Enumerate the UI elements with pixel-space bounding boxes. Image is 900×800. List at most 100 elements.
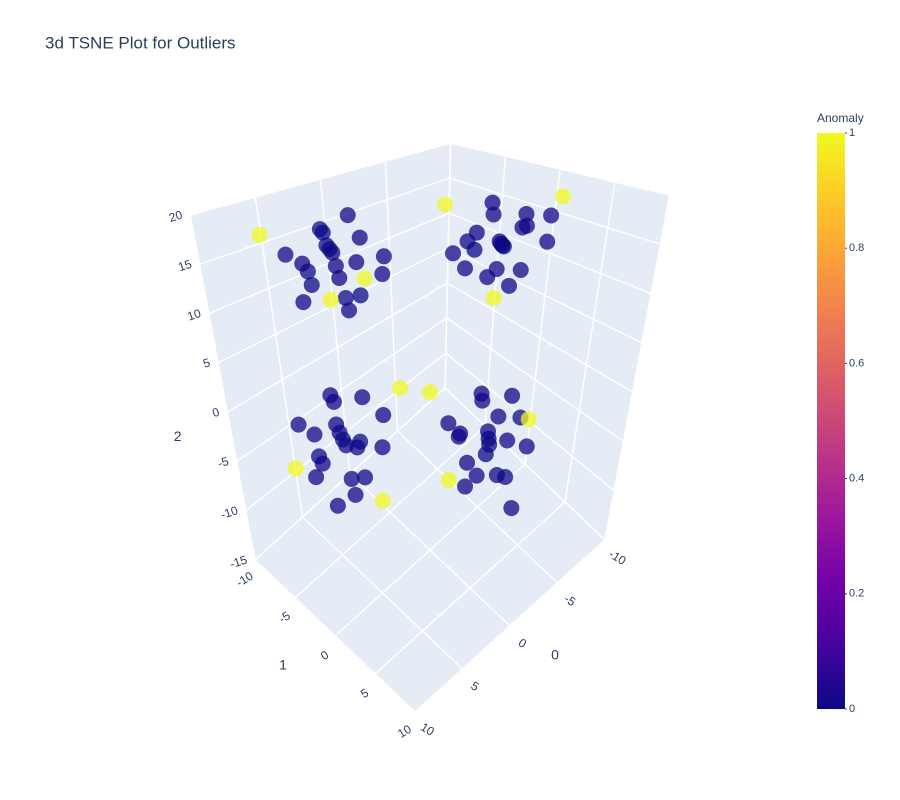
point: [375, 407, 392, 424]
point: [499, 432, 516, 449]
point: [495, 238, 512, 255]
z-tick-label: 0: [210, 405, 221, 420]
point: [349, 439, 366, 456]
point: [539, 233, 556, 250]
point: [490, 408, 507, 425]
x-tick-label: 10: [418, 720, 437, 739]
point: [339, 207, 356, 224]
point: [311, 448, 328, 465]
grid-line: [444, 387, 606, 541]
point: [468, 467, 485, 484]
point: [459, 454, 476, 471]
point: [290, 416, 307, 433]
point: [299, 263, 316, 280]
y-axis-title: 1: [279, 657, 287, 673]
grid-line: [374, 501, 566, 675]
colorbar-tick-label: 0.2: [849, 588, 864, 600]
point: [347, 486, 364, 503]
z-tick-label: 10: [186, 306, 203, 324]
z-tick-label: 5: [201, 355, 212, 370]
point: [466, 241, 483, 258]
point: [518, 205, 535, 222]
colorbar-title: Anomaly: [817, 111, 864, 125]
point: [520, 411, 537, 428]
point: [512, 262, 529, 278]
grid-line: [450, 142, 670, 196]
point: [501, 277, 518, 294]
point: [277, 246, 294, 263]
point: [343, 470, 360, 487]
z-tick-label: -10: [219, 503, 240, 522]
point: [479, 269, 496, 286]
point: [251, 226, 268, 243]
point: [440, 472, 457, 488]
point: [308, 469, 325, 486]
grid-line: [199, 177, 451, 265]
y-tick-label: 10: [395, 722, 414, 741]
z-tick-label: -5: [216, 454, 231, 471]
point: [450, 428, 467, 445]
point: [484, 194, 501, 211]
point: [357, 469, 374, 486]
chart-title: 3d TSNE Plot for Outliers: [45, 33, 236, 52]
point: [488, 467, 505, 484]
point: [503, 500, 520, 517]
point: [445, 245, 462, 262]
colorbar-tick-label: 0: [849, 703, 855, 715]
colorbar-tick-label: 0.6: [849, 357, 864, 369]
point: [351, 229, 368, 246]
point: [348, 254, 365, 271]
z-axis-title: 2: [174, 428, 182, 444]
z-tick-label: 15: [176, 257, 193, 275]
point: [328, 416, 345, 433]
point: [480, 423, 497, 440]
point: [518, 438, 535, 455]
point: [440, 415, 457, 432]
x-tick-label: -5: [562, 592, 579, 610]
point: [374, 266, 391, 283]
colorbar-scale: [817, 133, 845, 709]
grid-line: [447, 247, 643, 344]
grid-line: [446, 282, 634, 393]
point: [456, 260, 473, 277]
point: [341, 302, 358, 319]
z-tick-label: 20: [167, 207, 184, 225]
point: [322, 291, 339, 308]
grid-line: [190, 142, 451, 216]
point: [485, 206, 502, 223]
point: [422, 384, 438, 401]
point: [504, 387, 521, 404]
point: [374, 439, 391, 456]
y-tick-label: -10: [233, 569, 255, 590]
point: [356, 270, 373, 287]
x-axis-title: 0: [551, 647, 559, 663]
point: [375, 248, 392, 265]
x-tick-label: 5: [468, 679, 481, 695]
y-tick-label: 5: [358, 685, 371, 701]
point: [325, 393, 342, 410]
grid-line: [189, 214, 256, 561]
point: [311, 221, 328, 238]
wall-pane: [190, 143, 451, 561]
y-tick-label: 0: [318, 647, 331, 663]
point: [352, 287, 369, 304]
colorbar-tick-label: 1: [849, 127, 855, 139]
point: [514, 219, 531, 236]
z-tick-label: -15: [228, 552, 249, 571]
point: [374, 492, 391, 509]
colorbar-tick-label: 0.8: [849, 242, 864, 254]
point: [457, 478, 474, 495]
point: [485, 289, 502, 306]
colorbar-tick-label: 0.4: [849, 473, 864, 485]
grid-line: [604, 194, 671, 541]
point: [543, 207, 560, 224]
point: [354, 389, 371, 406]
point: [295, 294, 312, 311]
grid-line: [294, 425, 486, 599]
point: [554, 188, 571, 205]
colorbar: Anomaly 0 0.2 0.4 0.6 0.8 1: [817, 111, 864, 715]
point: [392, 379, 409, 396]
point: [436, 196, 453, 213]
